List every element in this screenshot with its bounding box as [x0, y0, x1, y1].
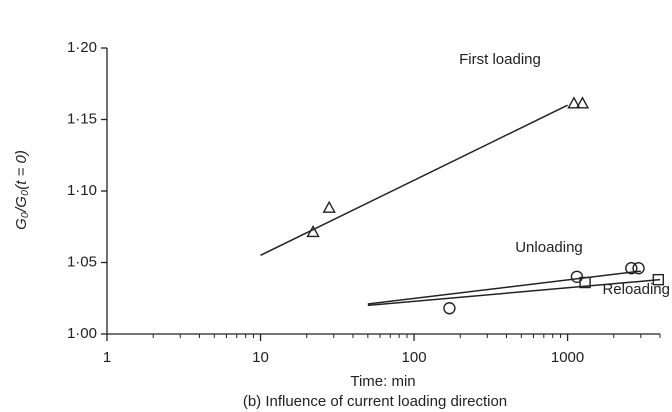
- series-label: Reloading: [602, 281, 670, 298]
- fit-line: [367, 270, 641, 305]
- marker: [579, 276, 591, 289]
- marker: [322, 200, 336, 213]
- x-tick-label: 1: [103, 349, 111, 366]
- fit-line: [367, 278, 661, 307]
- marker: [443, 302, 456, 315]
- series-label: First loading: [459, 51, 541, 68]
- series-label: Unloading: [515, 239, 583, 256]
- marker: [625, 262, 638, 275]
- marker: [652, 273, 665, 286]
- x-axis-label: Time: min: [350, 373, 415, 390]
- y-axis-label: G₀/G₀(t = 0): [13, 150, 30, 230]
- marker: [306, 225, 320, 238]
- x-tick-label: 1000: [551, 349, 584, 366]
- marker: [570, 270, 584, 283]
- y-tick-label: 1·20: [67, 39, 97, 56]
- marker: [567, 96, 581, 109]
- y-tick-label: 1·00: [67, 325, 97, 342]
- x-tick-label: 100: [402, 349, 427, 366]
- y-tick-label: 1·10: [67, 182, 97, 199]
- marker: [575, 96, 590, 109]
- fit-line: [260, 104, 568, 257]
- x-tick-label: 10: [252, 349, 269, 366]
- marker: [632, 262, 645, 275]
- caption: (b) Influence of current loading directi…: [243, 393, 507, 410]
- y-tick-label: 1·05: [67, 253, 97, 270]
- y-tick-label: 1·15: [67, 110, 97, 127]
